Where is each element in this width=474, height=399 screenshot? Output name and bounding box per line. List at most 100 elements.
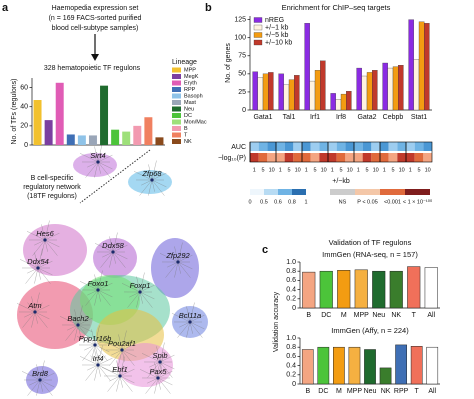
edge (94, 289, 99, 306)
edge (79, 356, 99, 366)
y-tick-label: 20 (20, 123, 28, 130)
subtitle: 328 hematopoietic TF regulons (44, 65, 141, 72)
edge (119, 366, 128, 377)
legend-swatch (172, 67, 181, 73)
edge (39, 372, 55, 381)
kb-tick-label: 10 (425, 167, 431, 173)
edge (100, 251, 114, 268)
edge (34, 302, 43, 313)
node-label: Hes6 (36, 229, 54, 238)
heat-cell (284, 153, 294, 162)
y-tick-label: 60 (20, 84, 28, 91)
node-label: Brd8 (32, 369, 49, 378)
edge (87, 161, 99, 168)
edge (94, 344, 108, 361)
edge (22, 311, 36, 328)
edge (26, 231, 46, 241)
y-tick-label: 0.2 (286, 296, 296, 303)
bar (413, 59, 420, 111)
edge (157, 368, 166, 379)
node (111, 250, 115, 254)
edge (139, 179, 153, 196)
edge (67, 324, 79, 331)
edge (65, 324, 79, 341)
node-label: Atm (27, 301, 41, 310)
edge (97, 282, 113, 291)
edge (34, 267, 39, 284)
edge (37, 230, 46, 241)
x-tick-label: Neu (364, 388, 377, 395)
edge (97, 280, 106, 291)
edge (170, 252, 179, 263)
arrow-head (91, 54, 99, 61)
edge (177, 321, 191, 338)
edge (94, 146, 99, 163)
edge (157, 377, 161, 390)
edge (85, 364, 99, 381)
heat-cell (423, 153, 432, 162)
edge (177, 261, 191, 278)
edge (159, 361, 175, 370)
edge (133, 171, 153, 181)
edge (97, 152, 106, 163)
scale-cell (380, 189, 405, 195)
edge (177, 261, 181, 274)
edge (34, 311, 48, 328)
network: Sirt4 Zfp68 Hes6 Ddx58 Zfp292 Ddx54 Foxo1 Foxp1… (16, 142, 208, 396)
scale-label: < 1 × 10⁻¹⁰⁰ (403, 198, 433, 205)
legend-swatch (172, 100, 181, 105)
edge (97, 355, 106, 366)
heat-cell (319, 142, 328, 151)
heat-cell (250, 142, 259, 151)
edge (97, 289, 111, 306)
edge (116, 360, 121, 377)
bar (155, 137, 164, 145)
edge (150, 368, 159, 379)
kb-tick-label: 5 (261, 167, 264, 173)
bar (372, 70, 378, 111)
edge (77, 305, 83, 326)
node-label: Bcl11a (179, 311, 201, 320)
edge (97, 161, 113, 170)
legend-swatch (172, 113, 181, 118)
edge (118, 334, 123, 351)
y-axis-label: Validation accuracy (273, 291, 280, 352)
bar (288, 79, 295, 111)
x-tick-label: Gata2 (357, 114, 376, 121)
y-tick-label: 0.8 (286, 344, 296, 351)
legend-label: nREG (265, 17, 284, 24)
scale-cell (292, 189, 306, 195)
legend-label: RPP (184, 87, 196, 93)
edge (136, 276, 141, 293)
edge (157, 370, 173, 379)
edge (109, 349, 123, 366)
bar (361, 75, 368, 111)
legend-label: Eryth (184, 80, 197, 86)
edge (36, 379, 41, 396)
bar (314, 70, 321, 111)
edge (87, 289, 99, 296)
edge (94, 349, 99, 366)
edge (37, 248, 43, 269)
node (176, 260, 180, 264)
kb-tick-label: 1 (305, 167, 308, 173)
y-tick-label: 0 (292, 381, 296, 388)
bar (301, 349, 314, 385)
panel-label: c (262, 244, 268, 256)
bar (382, 62, 388, 111)
edge (139, 291, 153, 308)
edge (121, 349, 137, 358)
legend-swatch (172, 119, 181, 125)
y-tick-label: 0.4 (286, 362, 296, 369)
edge (121, 330, 127, 351)
heat-frame (249, 141, 433, 163)
edge (36, 364, 41, 381)
edge (151, 179, 167, 188)
edge (121, 349, 125, 362)
bar (366, 72, 373, 111)
edge (165, 261, 179, 278)
edge (139, 291, 143, 304)
edge (156, 361, 161, 378)
network-title: regulatory network (23, 184, 81, 191)
node-label: Ppp1r16b (79, 334, 112, 343)
